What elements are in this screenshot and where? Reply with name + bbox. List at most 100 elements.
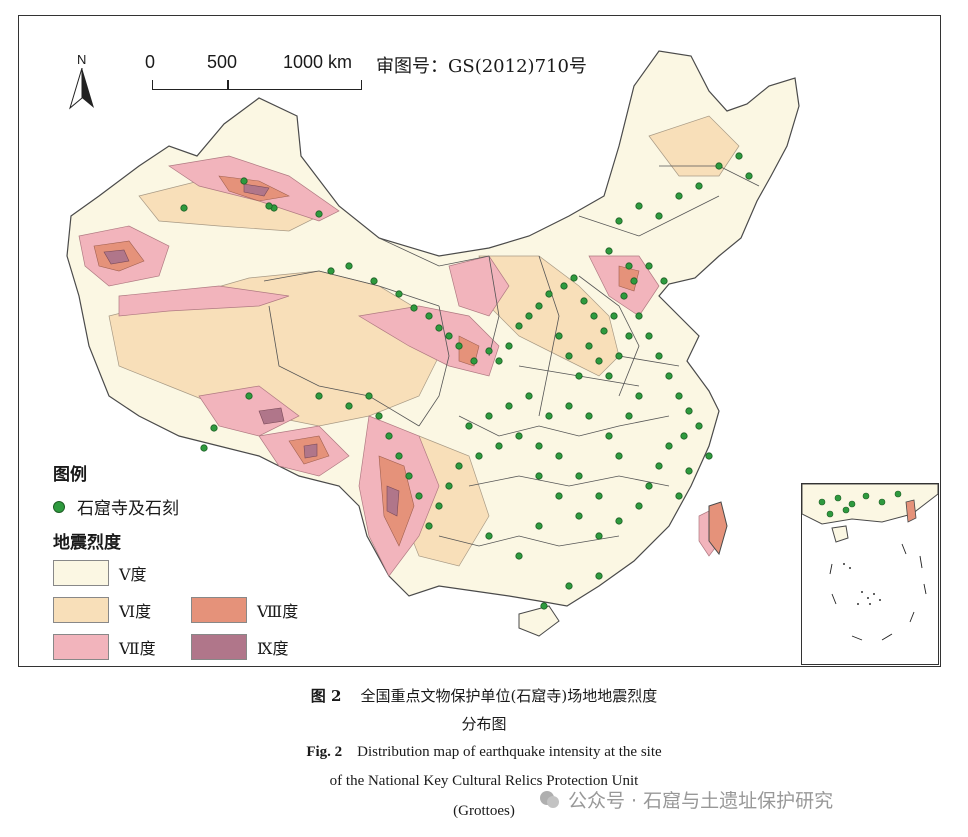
site-marker: [595, 357, 603, 365]
site-marker: [630, 277, 638, 285]
site-marker: [535, 522, 543, 530]
site-marker: [610, 312, 618, 320]
swatch-label-V: Ⅴ度: [119, 565, 147, 584]
site-marker: [570, 274, 578, 282]
legend-title: 图例: [53, 465, 87, 485]
site-marker: [620, 292, 628, 300]
caption-cn-text-1: 全国重点文物保护单位(石窟寺)场地地震烈度: [360, 687, 658, 705]
site-marker: [635, 392, 643, 400]
site-marker: [635, 202, 643, 210]
site-marker: [395, 452, 403, 460]
caption-en-label: Fig. 2: [306, 744, 343, 760]
site-marker: [645, 482, 653, 490]
site-marker: [635, 502, 643, 510]
site-marker: [555, 492, 563, 500]
site-marker: [675, 392, 683, 400]
site-marker: [405, 472, 413, 480]
site-marker: [585, 342, 593, 350]
swatch-IX: [191, 634, 247, 660]
swatch-label-VII: Ⅶ度: [119, 639, 156, 658]
site-marker: [615, 517, 623, 525]
site-marker: [625, 262, 633, 270]
site-marker: [445, 482, 453, 490]
intensity-title: 地震烈度: [53, 533, 121, 553]
site-marker: [655, 212, 663, 220]
site-marker: [495, 357, 503, 365]
legend-intensity-V: Ⅴ度: [53, 560, 147, 586]
site-marker: [605, 372, 613, 380]
legend-intensity-VIII: Ⅷ度: [191, 597, 298, 623]
site-marker: [525, 312, 533, 320]
site-marker: [680, 432, 688, 440]
site-marker: [515, 552, 523, 560]
site-marker: [675, 492, 683, 500]
site-marker: [615, 352, 623, 360]
site-marker: [435, 324, 443, 332]
intensity-VI-zones: [108, 115, 740, 567]
site-marker: [645, 332, 653, 340]
site-marker: [545, 412, 553, 420]
site-marker: [327, 267, 335, 275]
swatch-VII: [53, 634, 109, 660]
site-marker: [715, 162, 723, 170]
site-marker: [375, 412, 383, 420]
swatch-label-VI: Ⅵ度: [119, 602, 152, 621]
site-marker: [180, 204, 188, 212]
swatch-label-IX: Ⅸ度: [257, 639, 289, 658]
site-marker: [435, 502, 443, 510]
grotto-sites: [180, 152, 753, 610]
site-marker: [485, 532, 493, 540]
site-marker: [475, 452, 483, 460]
site-marker: [425, 522, 433, 530]
site-marker: [410, 304, 418, 312]
site-marker: [365, 392, 373, 400]
wechat-icon: [540, 790, 559, 808]
site-marker: [565, 582, 573, 590]
site-marker: [455, 462, 463, 470]
site-marker: [445, 332, 453, 340]
site-marker: [655, 462, 663, 470]
site-marker: [645, 262, 653, 270]
north-arrow-icon: [69, 68, 94, 110]
site-marker: [635, 312, 643, 320]
site-marker: [685, 467, 693, 475]
caption-en-text-2: of the National Key Cultural Relics Prot…: [329, 773, 639, 789]
caption-cn-line-1: 图 2 全国重点文物保护单位(石窟寺)场地地震烈度: [0, 685, 968, 706]
scale-label-1000: 1000 km: [283, 52, 353, 72]
site-marker: [370, 277, 378, 285]
legend-intensity-VII: Ⅶ度: [53, 634, 156, 660]
site-marker: [245, 392, 253, 400]
site-marker: [560, 282, 568, 290]
legend-intensity-VI: Ⅵ度: [53, 597, 151, 623]
inset-map: [802, 484, 938, 641]
watermark: 公众号 · 石窟与土遗址保护研究: [538, 786, 833, 813]
north-label: N: [77, 52, 87, 67]
caption-en-text-3: (Grottoes): [453, 803, 515, 819]
site-marker: [595, 532, 603, 540]
site-marker: [590, 312, 598, 320]
site-marker: [540, 602, 548, 610]
scale-label-0: 0: [145, 52, 156, 72]
site-marker: [505, 402, 513, 410]
site-marker: [395, 290, 403, 298]
site-marker: [605, 247, 613, 255]
site-marker: [600, 327, 608, 335]
site-marker: [415, 492, 423, 500]
site-marker: [660, 277, 668, 285]
site-marker: [565, 352, 573, 360]
site-marker: [200, 444, 208, 452]
site-marker: [265, 202, 273, 210]
site-marker: [580, 297, 588, 305]
site-marker: [545, 290, 553, 298]
site-marker: [345, 262, 353, 270]
site-marker: [485, 347, 493, 355]
hainan: [518, 605, 560, 637]
site-marker: [525, 392, 533, 400]
map-frame: N 0 500 1000 km 审图号：GS(2012)710号 图例 石窟寺及…: [18, 15, 941, 667]
site-marker: [535, 442, 543, 450]
province-borders: [263, 165, 760, 547]
site-marker: [655, 352, 663, 360]
scale-bar-line: [152, 80, 362, 90]
swatch-VI: [53, 597, 109, 623]
site-marker: [345, 402, 353, 410]
